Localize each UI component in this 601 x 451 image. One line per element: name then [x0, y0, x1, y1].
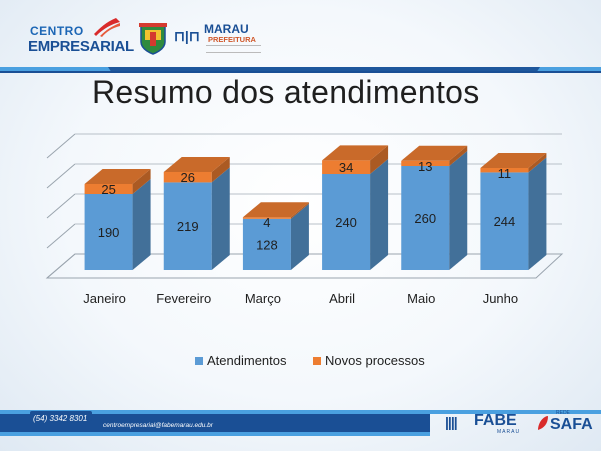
data-label-atendimentos: 190 — [98, 225, 120, 240]
data-label-atendimentos: 260 — [414, 211, 436, 226]
fabe-bars-icon: |||| — [445, 414, 458, 430]
x-tick-label: Maio — [407, 291, 435, 306]
x-tick-label: Janeiro — [83, 291, 126, 306]
bar-novos-processos-side — [290, 202, 309, 219]
bar-atendimentos-side — [132, 179, 151, 270]
bar-novos-processos-side — [211, 157, 230, 183]
chart-title: Resumo dos atendimentos — [92, 74, 480, 110]
marau-name: MARAU — [204, 22, 249, 36]
bar-novos-processos-top — [242, 202, 309, 218]
bar-novos-processos-front — [163, 172, 212, 183]
legend-swatch — [195, 357, 203, 365]
bar-novos-processos-front — [242, 217, 291, 219]
gridline-side — [46, 223, 76, 249]
legend: Atendimentos Novos processos — [195, 353, 425, 368]
centro-empresarial-logo: CENTRO EMPRESARIAL — [28, 14, 134, 62]
data-label-novos-processos: 13 — [418, 159, 432, 174]
safa-rede-label: REDE — [556, 410, 570, 416]
legend-label: Novos processos — [325, 353, 425, 368]
data-label-novos-processos: 34 — [339, 160, 353, 175]
safa-leaf-icon — [538, 416, 548, 430]
marau-tagline-decoration — [206, 45, 261, 53]
bar-atendimentos-side — [211, 167, 230, 270]
x-tick-label: Março — [245, 291, 281, 306]
bar-novos-processos-top — [322, 145, 389, 161]
bar-novos-processos-front — [322, 160, 371, 174]
bar-atendimentos-side — [290, 203, 309, 270]
bar-novos-processos-front — [84, 184, 133, 194]
bar-atendimentos-front — [480, 172, 529, 270]
bar-novos-processos-front — [480, 168, 529, 173]
footer: (54) 3342 8301 centroempresarial@fabemar… — [0, 404, 601, 451]
data-label-atendimentos: 128 — [256, 237, 278, 252]
data-label-novos-processos: 11 — [498, 166, 512, 181]
fabe-logo-text: FABE — [474, 412, 517, 429]
bar-atendimentos-side — [370, 159, 389, 270]
bar-novos-processos-side — [449, 145, 468, 166]
bar-novos-processos-side — [132, 169, 151, 194]
bar-atendimentos-front — [322, 174, 371, 270]
x-tick-label: Junho — [483, 291, 518, 306]
data-label-atendimentos: 219 — [177, 219, 199, 234]
data-label-novos-processos: 26 — [181, 170, 195, 185]
gridline-side — [46, 133, 76, 159]
bar-atendimentos-side — [528, 157, 547, 270]
bar-atendimentos-front — [401, 166, 450, 270]
bars-group: 190 25 219 26 128 4 240 34 260 13 244 11 — [84, 145, 547, 270]
logo-line1: CENTRO — [30, 24, 84, 38]
footer-stripe — [0, 410, 601, 436]
bar-atendimentos-side — [449, 151, 468, 270]
bar-novos-processos-top — [84, 169, 151, 184]
bar-atendimentos-front — [242, 218, 291, 270]
header-stripe — [0, 67, 601, 73]
legend-swatch — [313, 357, 321, 365]
swoosh-icon — [94, 18, 120, 37]
fabe-logo-sub: MARAU — [497, 429, 521, 435]
chart-floor — [45, 253, 564, 279]
plot-area — [45, 133, 564, 279]
bar-atendimentos-front — [84, 194, 133, 270]
bar-novos-processos-side — [528, 153, 547, 173]
gridline-side — [46, 193, 76, 219]
marau-sub: PREFEITURA — [208, 35, 256, 44]
bar-novos-processos-side — [370, 145, 389, 174]
data-label-atendimentos: 244 — [494, 214, 516, 229]
x-axis-labels: Janeiro Fevereiro Março Abril Maio Junho — [83, 291, 518, 306]
crest-icon — [139, 23, 167, 55]
bar-novos-processos-top — [163, 157, 230, 172]
marau-prefeitura-logo: ⊓|⊓ MARAU PREFEITURA — [138, 20, 263, 58]
bar-atendimentos-front — [163, 182, 212, 270]
bar-novos-processos-top — [401, 145, 468, 161]
footer-site: centroempresarial@fabemarau.edu.br — [103, 422, 213, 429]
footer-phone: (54) 3342 8301 — [33, 414, 88, 423]
logo-line2: EMPRESARIAL — [28, 38, 134, 55]
data-label-atendimentos: 240 — [335, 215, 357, 230]
safa-logo-text: SAFA — [550, 416, 593, 433]
bar-novos-processos-front — [401, 160, 450, 166]
gridline-side — [46, 163, 76, 189]
x-tick-label: Fevereiro — [156, 291, 211, 306]
legend-label: Atendimentos — [207, 353, 287, 368]
x-tick-label: Abril — [329, 291, 355, 306]
data-label-novos-processos: 25 — [101, 182, 115, 197]
bar-novos-processos-top — [480, 153, 547, 168]
marau-mark: ⊓|⊓ — [174, 28, 200, 44]
header: CENTRO EMPRESARIAL ⊓|⊓ MARAU PREFEITURA — [0, 0, 601, 80]
data-label-novos-processos: 4 — [263, 215, 270, 230]
